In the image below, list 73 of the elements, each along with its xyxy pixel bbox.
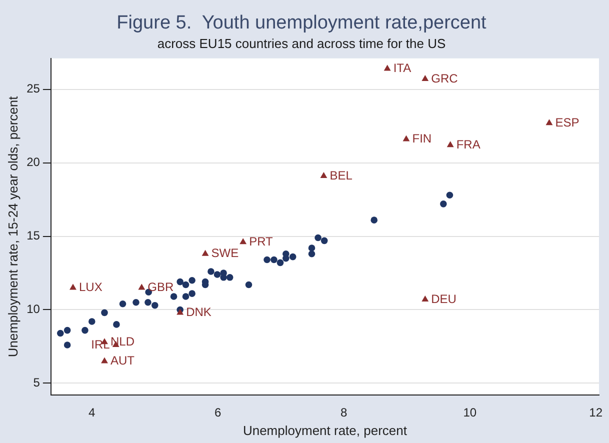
point: [308, 250, 316, 258]
point: [188, 290, 196, 297]
point: [422, 295, 429, 302]
point: [446, 192, 454, 198]
point: [56, 330, 64, 337]
point: [101, 309, 108, 316]
annotation: GRC: [431, 71, 458, 86]
point: [64, 342, 71, 348]
point: [176, 308, 184, 315]
point: [138, 284, 146, 290]
x-axis-title: Unemployment rate, percent: [242, 422, 408, 438]
annotation: BEL: [330, 168, 353, 182]
point: [384, 64, 391, 71]
point: [270, 256, 278, 264]
annotation: AUT: [110, 354, 136, 368]
point: [170, 293, 178, 300]
point: [202, 250, 209, 256]
point: [440, 200, 447, 208]
point: [182, 281, 190, 288]
y-tick-label: 5: [33, 376, 40, 390]
point: [214, 271, 221, 278]
point: [314, 234, 322, 242]
x-tick-label: 6: [214, 406, 222, 420]
x-tick-label: 12: [589, 406, 603, 420]
point: [320, 237, 328, 244]
chart-title: Figure 5. Youth unemployment rate,percent: [116, 12, 488, 34]
point: [370, 216, 378, 224]
point: [176, 278, 184, 286]
annotation: FIN: [412, 132, 432, 146]
x-tick-label: 10: [463, 406, 477, 420]
annotation: ESP: [555, 115, 580, 130]
point: [208, 268, 214, 275]
point: [151, 302, 158, 309]
chart-subtitle: across EU15 countries and across time for the US: [157, 36, 446, 52]
point: [182, 293, 190, 300]
point: [289, 253, 296, 260]
y-tick-label: 25: [26, 82, 40, 96]
y-tick-label: 15: [26, 228, 40, 243]
point: [220, 274, 227, 281]
point: [264, 256, 270, 264]
point: [240, 238, 247, 244]
point: [276, 259, 284, 266]
point: [422, 74, 429, 81]
point: [64, 326, 71, 334]
annotation: DEU: [431, 292, 456, 306]
annotation: GBR: [148, 280, 174, 294]
annotation: PRT: [249, 234, 274, 248]
point: [546, 119, 553, 126]
point: [188, 276, 196, 284]
annotation: LUX: [78, 280, 102, 294]
point: [82, 326, 88, 334]
annotation: FRA: [456, 137, 480, 152]
point: [402, 135, 410, 142]
point: [320, 172, 328, 178]
x-tick-label: 8: [340, 406, 348, 420]
point: [101, 357, 108, 364]
annotation: SWE: [211, 246, 239, 260]
y-tick-label: 10: [26, 302, 40, 316]
point: [70, 284, 76, 290]
point: [245, 281, 252, 288]
x-tick-label: 4: [88, 406, 96, 420]
point: [88, 318, 96, 325]
point: [113, 321, 120, 328]
annotation: DNK: [186, 305, 212, 319]
point: [132, 299, 140, 306]
point: [308, 244, 316, 252]
annotation: ITA: [393, 61, 412, 75]
point: [446, 141, 454, 148]
point: [119, 300, 126, 308]
point: [226, 274, 234, 281]
y-axis-title: Unemployment rate, 15-24 year olds, percent: [5, 96, 20, 358]
y-tick-label: 20: [26, 155, 40, 170]
point: [144, 299, 152, 306]
